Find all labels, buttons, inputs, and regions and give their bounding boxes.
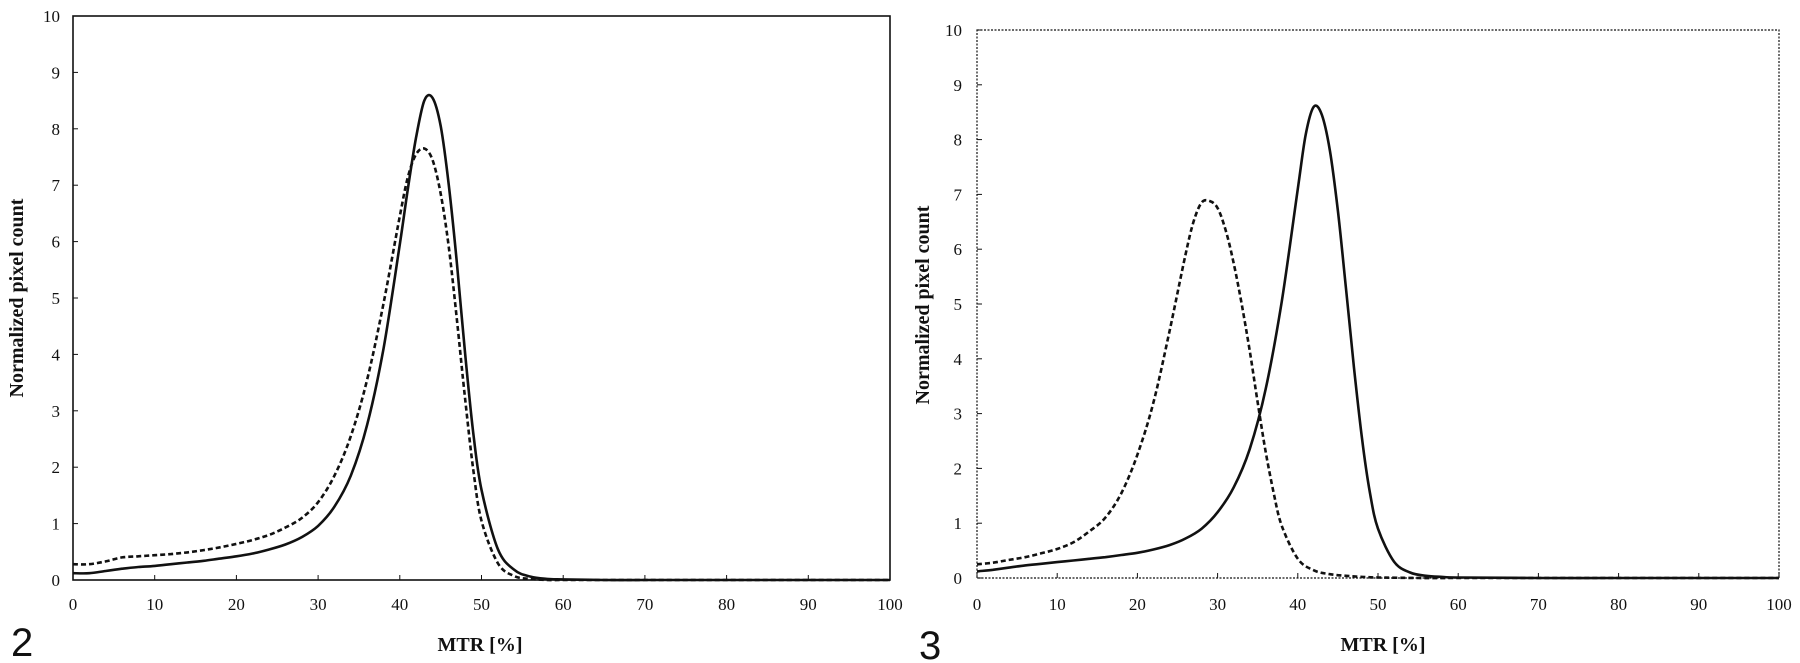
x-tick-label: 0	[69, 595, 78, 614]
x-tick-label: 20	[1129, 595, 1146, 614]
x-tick-label: 30	[310, 595, 327, 614]
series-group	[72, 93, 890, 582]
chart-panel-3: 0 1 2 3 4 5 6 7 8 9 10 0 10 20 30 40 50 60 70 80 90 100 Norm…	[912, 21, 1792, 663]
y-tick-label: 9	[52, 63, 61, 82]
x-tick-label: 60	[1450, 595, 1467, 614]
y-tick-label: 5	[954, 295, 963, 314]
x-tick-label: 30	[1209, 595, 1226, 614]
y-tick-label: 4	[954, 350, 963, 369]
y-tick-label: 5	[52, 289, 61, 308]
y-axis-ticks: 0 1 2 3 4 5 6 7 8 9 10	[43, 7, 78, 590]
x-tick-label: 0	[973, 595, 982, 614]
x-axis-title: MTR [%]	[438, 634, 523, 656]
y-tick-label: 9	[954, 76, 963, 95]
x-tick-label: 100	[1766, 595, 1792, 614]
chart-panel-2: 0 1 2 3 4 5 6 7 8 9 10 0 10 20 30 40 50 60 70 80 90 100 Norm…	[6, 7, 903, 663]
x-tick-label: 10	[146, 595, 163, 614]
x-tick-label: 40	[391, 595, 408, 614]
y-tick-label: 1	[52, 515, 61, 534]
series-line-solid	[976, 104, 1779, 580]
y-tick-label: 3	[954, 405, 963, 424]
x-tick-label: 80	[1610, 595, 1627, 614]
x-tick-label: 70	[1530, 595, 1547, 614]
x-tick-label: 40	[1289, 595, 1306, 614]
x-tick-label: 100	[877, 595, 903, 614]
y-axis-title: Normalized pixel count	[912, 205, 934, 404]
x-tick-label: 20	[228, 595, 245, 614]
y-tick-label: 7	[954, 185, 963, 204]
y-axis-title: Normalized pixel count	[6, 198, 28, 397]
y-tick-label: 4	[52, 345, 61, 364]
y-tick-label: 0	[52, 571, 61, 590]
y-tick-label: 6	[954, 240, 963, 259]
x-tick-label: 70	[636, 595, 653, 614]
y-tick-label: 7	[52, 176, 61, 195]
y-tick-label: 2	[52, 458, 61, 477]
y-tick-label: 10	[945, 21, 962, 40]
x-axis-ticks: 0 10 20 30 40 50 60 70 80 90 100	[973, 573, 1792, 614]
x-axis-title: MTR [%]	[1341, 634, 1426, 656]
x-tick-label: 50	[473, 595, 490, 614]
panel-number: 2	[11, 621, 33, 663]
panel-number: 3	[919, 624, 941, 663]
series-group	[976, 104, 1779, 580]
y-tick-label: 2	[954, 459, 963, 478]
x-tick-label: 90	[800, 595, 817, 614]
y-tick-label: 8	[52, 120, 61, 139]
y-axis-ticks: 0 1 2 3 4 5 6 7 8 9 10	[945, 21, 982, 588]
y-tick-label: 8	[954, 131, 963, 150]
y-tick-label: 0	[954, 569, 963, 588]
y-tick-label: 1	[954, 514, 963, 533]
x-tick-label: 60	[555, 595, 572, 614]
series-line-dashed	[976, 198, 1779, 580]
x-tick-label: 80	[718, 595, 735, 614]
x-tick-label: 10	[1049, 595, 1066, 614]
y-tick-label: 6	[52, 233, 61, 252]
y-tick-label: 3	[52, 402, 61, 421]
x-axis-ticks: 0 10 20 30 40 50 60 70 80 90 100	[69, 575, 903, 614]
y-tick-label: 10	[43, 7, 60, 26]
x-tick-label: 50	[1370, 595, 1387, 614]
x-tick-label: 90	[1690, 595, 1707, 614]
